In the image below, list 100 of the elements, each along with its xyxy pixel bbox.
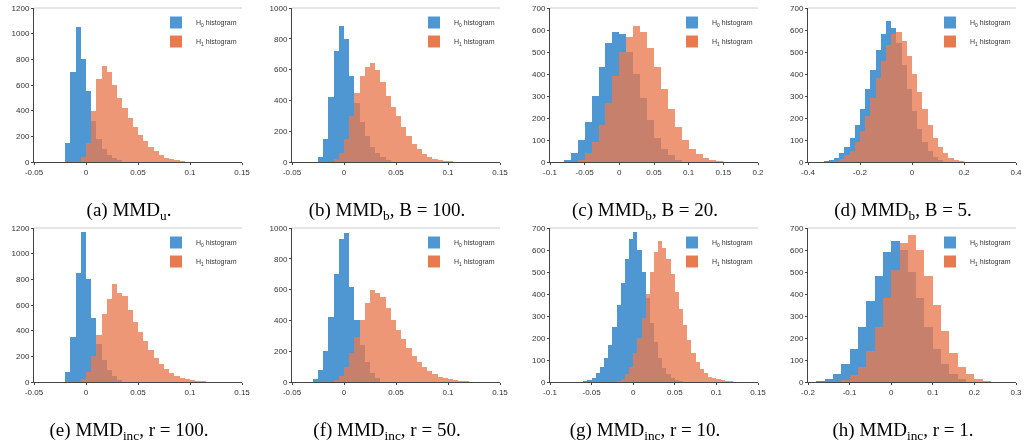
x-tick-label: 0.15 bbox=[492, 387, 509, 397]
y-tick-label: 500 bbox=[790, 267, 804, 277]
x-tick-label: -0.05 bbox=[282, 387, 302, 397]
y-tick-label: 600 bbox=[274, 65, 288, 75]
x-tick-label: 0.1 bbox=[184, 387, 197, 397]
x-tick-label: 0.15 bbox=[234, 387, 251, 397]
y-tick-label: 700 bbox=[790, 3, 804, 13]
x-tick-label: -0.05 bbox=[575, 167, 595, 177]
y-tick-label: 0 bbox=[24, 157, 30, 167]
x-tick-label: 0.2 bbox=[968, 387, 981, 397]
x-tick-label: 0.2 bbox=[752, 167, 765, 177]
x-tick-label: -0.05 bbox=[282, 167, 302, 177]
y-tick-label: 0 bbox=[282, 377, 288, 387]
x-tick-label: 0.05 bbox=[667, 387, 684, 397]
y-tick-label: 200 bbox=[274, 127, 288, 136]
x-tick-label: 0 bbox=[630, 387, 636, 397]
x-tick-label: 0 bbox=[83, 167, 89, 177]
y-tick-label: 1000 bbox=[11, 249, 30, 259]
y-tick-label: 400 bbox=[790, 289, 804, 299]
x-tick-label: -0.2 bbox=[801, 387, 816, 397]
y-tick-label: 1200 bbox=[11, 223, 30, 233]
y-tick-label: 400 bbox=[16, 326, 30, 336]
x-tick-label: 0 bbox=[909, 167, 915, 177]
y-tick-label: 400 bbox=[274, 96, 288, 106]
x-tick-label: -0.1 bbox=[543, 167, 558, 177]
y-tick-label: 1200 bbox=[11, 3, 30, 13]
x-tick-label: 0.05 bbox=[388, 167, 405, 177]
x-tick-label: 0.15 bbox=[234, 167, 251, 177]
x-tick-label: -0.2 bbox=[853, 167, 868, 177]
x-tick-label: 0.1 bbox=[927, 387, 939, 397]
y-tick-label: 800 bbox=[274, 254, 288, 264]
y-tick-label: 600 bbox=[16, 80, 30, 90]
y-tick-label: 100 bbox=[532, 355, 546, 365]
x-tick-label: 0.4 bbox=[1010, 167, 1023, 177]
x-tick-label: 0 bbox=[83, 387, 89, 397]
y-tick-label: 0 bbox=[798, 157, 804, 167]
y-tick-label: 200 bbox=[790, 113, 804, 123]
y-tick-label: 400 bbox=[532, 289, 546, 299]
x-tick-label: 0.2 bbox=[958, 167, 971, 177]
text: (f) MMD$_{inc}$, r = 50. bbox=[313, 418, 461, 440]
x-tick-label: 0.15 bbox=[492, 167, 509, 177]
y-tick-label: 100 bbox=[532, 135, 546, 145]
y-tick-label: 1000 bbox=[269, 223, 288, 233]
y-tick-label: 200 bbox=[274, 347, 288, 356]
y-tick-label: 800 bbox=[16, 55, 30, 65]
x-tick-label: 0.1 bbox=[442, 167, 455, 177]
y-tick-label: 700 bbox=[790, 223, 804, 233]
y-tick-label: 400 bbox=[16, 106, 30, 116]
x-tick-label: 0.3 bbox=[1010, 387, 1023, 397]
y-tick-label: 700 bbox=[532, 223, 546, 233]
y-tick-label: 500 bbox=[532, 47, 546, 57]
y-tick-label: 1000 bbox=[11, 29, 30, 39]
text: (h) MMD$_{inc}$, r = 1. bbox=[832, 418, 974, 440]
text: (b) MMD$_{b}$, B = 100. bbox=[308, 198, 466, 223]
y-tick-label: 200 bbox=[16, 132, 30, 142]
y-tick-label: 100 bbox=[790, 355, 804, 365]
x-tick-label: -0.05 bbox=[582, 387, 602, 397]
x-tick-label: 0 bbox=[341, 167, 347, 177]
x-tick-label: -0.1 bbox=[842, 387, 858, 397]
text: (e) MMD$_{inc}$, r = 100. bbox=[49, 418, 209, 440]
y-tick-label: 200 bbox=[16, 352, 30, 362]
y-tick-label: 0 bbox=[540, 377, 546, 387]
y-tick-label: 600 bbox=[532, 25, 546, 35]
y-tick-label: 300 bbox=[532, 311, 546, 321]
y-tick-label: 200 bbox=[532, 113, 546, 123]
y-tick-label: 200 bbox=[790, 333, 804, 343]
y-tick-label: 600 bbox=[790, 25, 804, 35]
x-tick-label: 0 bbox=[617, 167, 623, 177]
y-tick-label: 0 bbox=[798, 377, 804, 387]
y-tick-label: 600 bbox=[274, 285, 288, 295]
y-tick-label: 800 bbox=[274, 34, 288, 44]
x-tick-label: 0.05 bbox=[130, 387, 147, 397]
y-tick-label: 500 bbox=[532, 267, 546, 277]
x-tick-label: -0.05 bbox=[24, 387, 44, 397]
x-tick-label: -0.05 bbox=[24, 167, 44, 177]
x-tick-label: 0.15 bbox=[715, 167, 732, 177]
x-tick-label: -0.1 bbox=[543, 387, 558, 397]
y-tick-label: 800 bbox=[16, 275, 30, 285]
text: (g) MMD$_{inc}$, r = 10. bbox=[569, 418, 721, 440]
y-tick-label: 400 bbox=[532, 69, 546, 79]
y-tick-label: 300 bbox=[790, 91, 804, 101]
y-tick-label: 100 bbox=[790, 135, 804, 145]
y-tick-label: 700 bbox=[532, 3, 546, 13]
x-tick-label: 0 bbox=[341, 387, 347, 397]
x-tick-label: 0 bbox=[888, 387, 894, 397]
y-tick-label: 500 bbox=[790, 47, 804, 57]
x-tick-label: 0.1 bbox=[683, 167, 695, 177]
x-tick-label: 0.15 bbox=[750, 387, 767, 397]
y-tick-label: 400 bbox=[274, 316, 288, 326]
y-tick-label: 300 bbox=[790, 311, 804, 321]
x-tick-label: 0.1 bbox=[442, 387, 455, 397]
x-tick-label: 0.1 bbox=[710, 387, 723, 397]
y-tick-label: 0 bbox=[24, 377, 30, 387]
x-tick-label: 0.05 bbox=[388, 387, 405, 397]
y-tick-label: 600 bbox=[16, 300, 30, 310]
x-tick-label: 0.1 bbox=[184, 167, 197, 177]
y-tick-label: 0 bbox=[540, 157, 546, 167]
x-tick-label: 0.05 bbox=[646, 167, 663, 177]
y-tick-label: 200 bbox=[532, 333, 546, 343]
x-tick-label: -0.4 bbox=[801, 167, 816, 177]
